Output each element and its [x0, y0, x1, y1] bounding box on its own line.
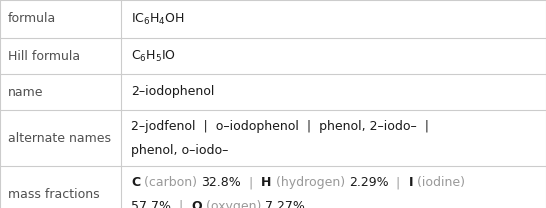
Text: C: C	[131, 176, 140, 189]
Text: 2.29%: 2.29%	[349, 176, 388, 189]
Text: |: |	[241, 176, 261, 189]
Text: (oxygen): (oxygen)	[202, 200, 265, 208]
Text: mass fractions: mass fractions	[8, 187, 99, 201]
Text: 2–iodophenol: 2–iodophenol	[131, 85, 215, 99]
Text: IC$_6$H$_4$OH: IC$_6$H$_4$OH	[131, 11, 185, 27]
Text: 2–jodfenol  |  o–iodophenol  |  phenol, 2–iodo–  |: 2–jodfenol | o–iodophenol | phenol, 2–io…	[131, 120, 429, 133]
Text: Hill formula: Hill formula	[8, 50, 80, 62]
Text: 32.8%: 32.8%	[201, 176, 241, 189]
Text: name: name	[8, 85, 44, 99]
Text: (iodine): (iodine)	[413, 176, 465, 189]
Text: 57.7%: 57.7%	[131, 200, 171, 208]
Text: (carbon): (carbon)	[140, 176, 201, 189]
Text: 7.27%: 7.27%	[265, 200, 305, 208]
Text: |: |	[171, 200, 191, 208]
Text: |: |	[388, 176, 408, 189]
Text: I: I	[408, 176, 413, 189]
Text: (hydrogen): (hydrogen)	[271, 176, 349, 189]
Text: alternate names: alternate names	[8, 131, 111, 145]
Text: formula: formula	[8, 12, 56, 26]
Text: C$_6$H$_5$IO: C$_6$H$_5$IO	[131, 48, 176, 64]
Text: H: H	[261, 176, 271, 189]
Text: phenol, o–iodo–: phenol, o–iodo–	[131, 144, 228, 157]
Text: O: O	[191, 200, 202, 208]
